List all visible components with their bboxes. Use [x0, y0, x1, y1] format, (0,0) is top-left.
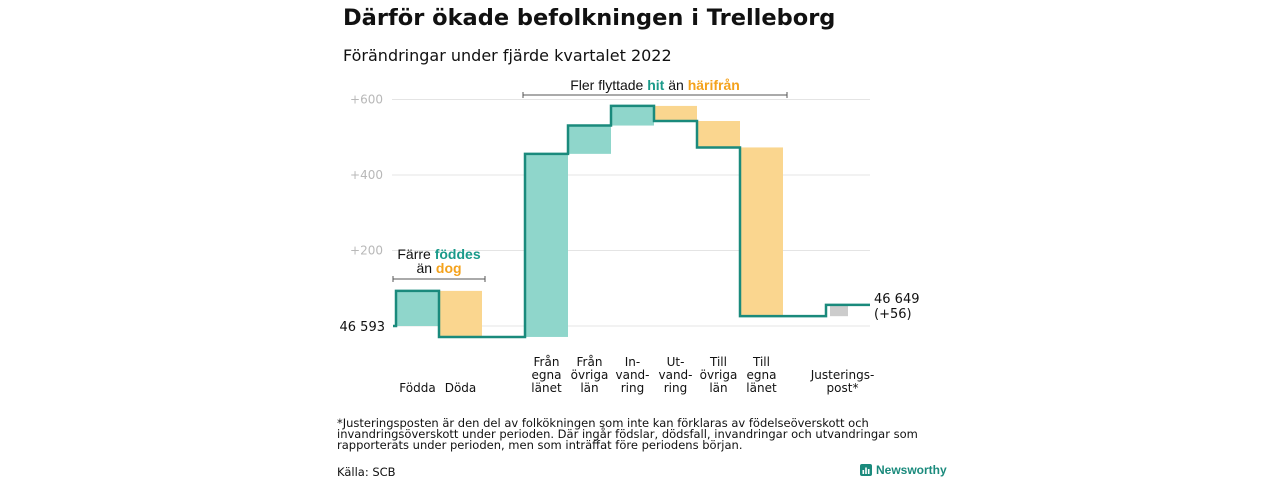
bar [525, 153, 568, 337]
bars-layer [396, 105, 848, 337]
category-label: Ut-vand-ring [658, 355, 692, 395]
category-label: Till egna länet [746, 355, 777, 395]
start-value-label: 46 593 [340, 320, 386, 335]
annotation-births-line1: Färre föddes [397, 246, 480, 262]
y-tick-label: +600 [350, 93, 383, 107]
brand-logo: Newsworthy [860, 463, 947, 477]
category-label: Döda [445, 381, 477, 395]
bar [654, 105, 697, 122]
category-label: Till övriga län [700, 355, 738, 395]
bar [830, 304, 848, 317]
y-tick-label: +200 [350, 244, 383, 258]
chart-subtitle: Förändringar under fjärde kvartalet 2022 [343, 46, 672, 65]
line-layer [393, 104, 870, 339]
end-value-label: 46 649 [874, 292, 920, 307]
bar [697, 121, 740, 148]
labels-layer: Födda Döda Från egna länet Från övriga länIn-va… [340, 292, 920, 395]
annotation-migration: Fler flyttade hit än härifrån [570, 77, 740, 93]
bar [396, 290, 439, 326]
bar [439, 290, 482, 337]
bar [568, 125, 611, 154]
chart-title: Därför ökade befolkningen i Trelleborg [343, 5, 836, 31]
source-note: Källa: SCB [337, 465, 396, 479]
category-label: Födda [399, 381, 435, 395]
category-label: Justerings-post* [810, 368, 875, 395]
category-label: In-vand-ring [615, 355, 649, 395]
end-change-label: (+56) [874, 307, 912, 322]
annotation-births-line2: än dog [416, 260, 461, 276]
newsworthy-icon [860, 464, 872, 476]
cumulative-line [393, 104, 870, 339]
category-label: Från egna länet [531, 355, 562, 395]
bar [611, 105, 654, 126]
bar [740, 147, 783, 317]
category-label: Från övriga län [571, 355, 609, 395]
y-tick-label: +400 [350, 168, 383, 182]
footnote: *Justeringsposten är den del av folkökni… [337, 416, 918, 452]
brand-name: Newsworthy [876, 463, 947, 477]
